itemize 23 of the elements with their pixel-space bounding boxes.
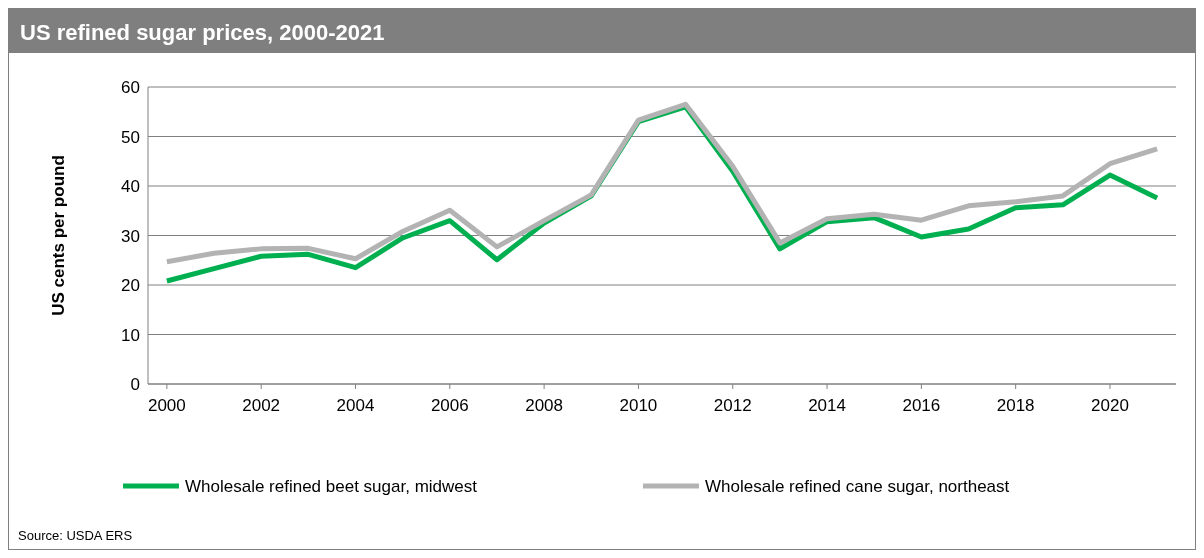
x-tick-label: 2002	[242, 396, 281, 415]
x-tick-label: 2014	[808, 396, 846, 415]
legend-label: Wholesale refined beet sugar, midwest	[185, 477, 478, 496]
y-tick-label: 40	[121, 177, 140, 196]
x-tick-label: 2020	[1091, 396, 1129, 415]
source-note: Source: USDA ERS	[18, 528, 133, 543]
y-axis-title: US cents per pound	[49, 155, 68, 316]
y-tick-label: 30	[121, 226, 140, 246]
x-tick-label: 2004	[336, 396, 375, 415]
x-tick-label: 2012	[713, 396, 752, 415]
y-tick-label: 60	[121, 78, 140, 97]
x-tick-label: 2000	[147, 396, 186, 415]
y-tick-label: 50	[121, 127, 140, 147]
y-tick-label: 10	[121, 325, 140, 345]
legend-label: Wholesale refined cane sugar, northeast	[705, 477, 1010, 496]
y-tick-label: 20	[121, 276, 140, 295]
chart-title: US refined sugar prices, 2000-2021	[20, 20, 385, 45]
x-tick-label: 2018	[996, 396, 1035, 415]
x-tick-label: 2016	[902, 396, 941, 415]
x-tick-label: 2008	[525, 396, 564, 415]
y-tick-label: 0	[130, 375, 140, 394]
x-tick-label: 2010	[619, 396, 658, 415]
x-tick-label: 2006	[430, 396, 469, 415]
